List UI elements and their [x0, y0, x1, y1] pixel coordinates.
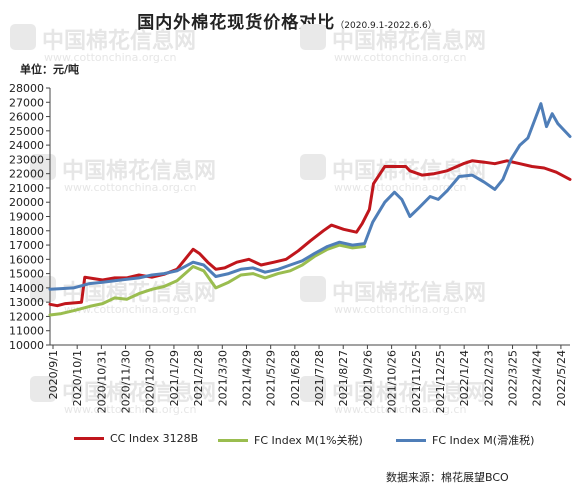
x-tick-label: 2021/7/28: [313, 350, 326, 406]
watermark-logo-mark: [300, 276, 326, 302]
y-tick-label: 25000: [9, 125, 44, 138]
watermark-logo-text: 中国棉花信息网: [62, 380, 216, 406]
y-tick-label: 13000: [9, 296, 44, 309]
x-tick-label: 2021/6/28: [289, 350, 302, 406]
x-tick-label: 2020/10/1: [71, 350, 84, 406]
x-tick-label: 2022/3/25: [507, 350, 520, 406]
x-tick-label: 2022/1/24: [458, 350, 471, 406]
x-tick-label: 2022/4/24: [531, 350, 544, 406]
chart-title: 国内外棉花现货价格对比: [137, 13, 336, 33]
watermark-logo-mark: [30, 376, 56, 402]
watermark-url-text: www.cottonchina.org.cn: [64, 181, 196, 194]
legend-item-fc2: FC Index M(滑准税): [396, 432, 534, 448]
y-tick-label: 27000: [9, 96, 44, 109]
y-tick-label: 22000: [9, 168, 44, 181]
legend-label-cc: CC Index 3128B: [110, 432, 199, 445]
watermark-logo-mark: [300, 154, 326, 180]
watermark-url-text: www.cottonchina.org.cn: [334, 303, 466, 316]
watermark-logo-text: 中国棉花信息网: [332, 380, 486, 406]
chart-subtitle: （2020.9.1-2022.6.6）: [335, 21, 437, 31]
x-tick-label: 2021/10/26: [386, 350, 399, 413]
x-tick-label: 2021/11/25: [410, 350, 423, 413]
y-axis-unit-label: 单位：元/吨: [20, 63, 80, 76]
series-line-1: [48, 243, 367, 317]
watermark-logo-text: 中国棉花信息网: [332, 280, 486, 306]
watermark-url-text: www.cottonchina.org.cn: [44, 51, 176, 64]
watermark-logo-mark: [300, 24, 326, 50]
y-tick-label: 23000: [9, 153, 44, 166]
data-source-note: 数据来源：棉花展望BCO: [386, 471, 509, 484]
y-tick-label: 19000: [9, 211, 44, 224]
x-tick-label: 2021/9/26: [361, 350, 374, 406]
legend-swatch-cc: [74, 437, 104, 440]
chart-title-block: 国内外棉花现货价格对比（2020.9.1-2022.6.6）: [0, 8, 574, 33]
x-tick-label: 2021/2/28: [192, 350, 205, 406]
x-tick-label: 2020/12/30: [144, 350, 157, 413]
x-tick-label: 2020/9/1: [47, 350, 60, 399]
y-tick-label: 16000: [9, 253, 44, 266]
y-tick-label: 17000: [9, 239, 44, 252]
y-tick-label: 14000: [9, 282, 44, 295]
watermark-logo-mark: [10, 24, 36, 50]
x-tick-label: 2022/2/23: [482, 350, 495, 406]
x-tick-label: 2021/12/25: [434, 350, 447, 413]
x-tick-label: 2021/1/29: [168, 350, 181, 406]
legend-label-fc1: FC Index M(1%关税): [254, 434, 363, 447]
watermark-logo-text: 中国棉花信息网: [332, 28, 486, 54]
legend-item-fc1: FC Index M(1%关税): [218, 432, 363, 448]
y-tick-label: 18000: [9, 225, 44, 238]
x-tick-label: 2021/4/29: [240, 350, 253, 406]
watermark-url-text: www.cottonchina.org.cn: [64, 403, 196, 416]
x-tick-label: 2021/3/30: [216, 350, 229, 406]
y-tick-label: 10000: [9, 339, 44, 352]
y-tick-label: 28000: [9, 82, 44, 95]
y-tick-label: 12000: [9, 310, 44, 323]
chart-series-lines: [48, 102, 572, 317]
watermark-url-text: www.cottonchina.org.cn: [334, 181, 466, 194]
watermark-logo-mark: [300, 376, 326, 402]
y-tick-label: 15000: [9, 268, 44, 281]
x-tick-label: 2021/8/27: [337, 350, 350, 406]
watermark-logo-text: 中国棉花信息网: [62, 158, 216, 184]
legend-item-cc: CC Index 3128B: [74, 432, 198, 445]
y-tick-label: 11000: [9, 325, 44, 338]
y-tick-label: 21000: [9, 182, 44, 195]
x-tick-label: 2020/11/30: [120, 350, 133, 413]
x-tick-label: 2020/10/31: [95, 350, 108, 413]
series-line-2: [48, 102, 572, 291]
y-tick-label: 24000: [9, 139, 44, 152]
watermark-url-text: www.cottonchina.org.cn: [334, 51, 466, 64]
legend-swatch-fc1: [218, 438, 248, 442]
y-tick-label: 26000: [9, 111, 44, 124]
x-tick-label: 2021/5/29: [265, 350, 278, 406]
watermark-logo-text: 中国棉花信息网: [42, 28, 196, 54]
x-tick-label: 2022/5/24: [555, 350, 568, 406]
y-tick-label: 20000: [9, 196, 44, 209]
series-line-0: [48, 159, 572, 308]
legend-swatch-fc2: [396, 438, 426, 442]
watermark-layer: 中国棉花信息网www.cottonchina.org.cn中国棉花信息网www.…: [10, 24, 486, 416]
legend-label-fc2: FC Index M(滑准税): [432, 434, 535, 447]
watermark-url-text: www.cottonchina.org.cn: [334, 403, 466, 416]
watermark-url-text: www.cottonchina.org.cn: [64, 303, 196, 316]
